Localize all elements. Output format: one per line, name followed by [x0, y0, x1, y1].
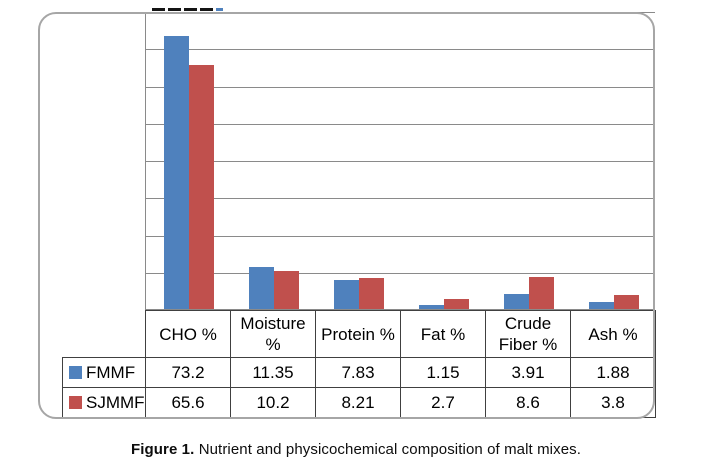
bar-fmmf-5	[503, 294, 529, 309]
gridline	[146, 235, 655, 237]
artifact-dash	[168, 8, 181, 11]
chart-data-table: CHO % Moisture % Protein % Fat % Crude Fiber…	[62, 310, 656, 418]
table-row: FMMF 73.2 11.35 7.83 1.15 3.91 1.88	[62, 357, 656, 388]
gridline	[146, 86, 655, 88]
artifact-dash	[200, 8, 213, 11]
gridline	[146, 272, 655, 274]
category-header-cell: Protein %	[315, 310, 401, 358]
series-name-label: SJMMF	[86, 392, 145, 412]
table-value-cell: 2.7	[400, 387, 486, 418]
compressed-legend-artifact	[152, 8, 223, 11]
category-header-cell: Fat %	[400, 310, 486, 358]
gridline	[146, 49, 655, 51]
table-value-cell: 3.91	[485, 357, 571, 388]
table-corner-cell	[63, 311, 146, 358]
table-value-cell: 8.21	[315, 387, 401, 418]
gridline	[146, 198, 655, 200]
table-row: SJMMF 65.6 10.2 8.21 2.7 8.6 3.8	[62, 387, 656, 418]
table-value-cell: 65.6	[145, 387, 231, 418]
series-legend-cell: SJMMF	[62, 387, 146, 418]
table-value-cell: 1.88	[570, 357, 656, 388]
bar-sjmmf-3	[358, 278, 384, 309]
fmmf-legend-swatch	[69, 365, 82, 379]
table-value-cell: 7.83	[315, 357, 401, 388]
figure-caption: Figure 1. Nutrient and physicochemical c…	[0, 441, 712, 458]
table-value-cell: 10.2	[230, 387, 316, 418]
gridline	[146, 123, 655, 125]
bar-sjmmf-2	[273, 271, 299, 309]
figure-caption-label: Figure 1.	[130, 441, 195, 458]
artifact-dash	[152, 8, 165, 11]
bar-fmmf-6	[588, 302, 614, 309]
bar-fmmf-1	[163, 36, 189, 309]
gridline	[146, 161, 655, 162]
table-value-cell: 1.15	[400, 357, 486, 388]
table-value-cell: 8.6	[485, 387, 571, 418]
gridline	[146, 12, 655, 13]
artifact-dash	[184, 8, 197, 11]
bar-sjmmf-4	[443, 298, 469, 309]
bar-sjmmf-6	[613, 294, 639, 309]
category-header-cell: Moisture %	[230, 310, 316, 358]
series-name-label: FMMF	[86, 362, 136, 382]
series-legend-cell: FMMF	[62, 357, 146, 388]
bar-fmmf-3	[333, 279, 359, 309]
table-value-cell: 3.8	[570, 387, 656, 418]
artifact-dash-blue	[216, 8, 223, 11]
sjmmf-legend-swatch	[69, 395, 82, 409]
bar-fmmf-2	[248, 266, 274, 309]
table-value-cell: 73.2	[145, 357, 231, 388]
figure-caption-text: Nutrient and physicochemical composition…	[198, 441, 582, 458]
plot-area	[145, 12, 655, 310]
category-header-cell: Crude Fiber %	[485, 310, 571, 358]
category-header-cell: Ash %	[570, 310, 656, 358]
bar-fmmf-4	[418, 304, 444, 309]
table-value-cell: 11.35	[230, 357, 316, 388]
bar-sjmmf-1	[188, 64, 214, 309]
category-header-cell: CHO %	[145, 310, 231, 358]
bar-sjmmf-5	[528, 276, 554, 309]
